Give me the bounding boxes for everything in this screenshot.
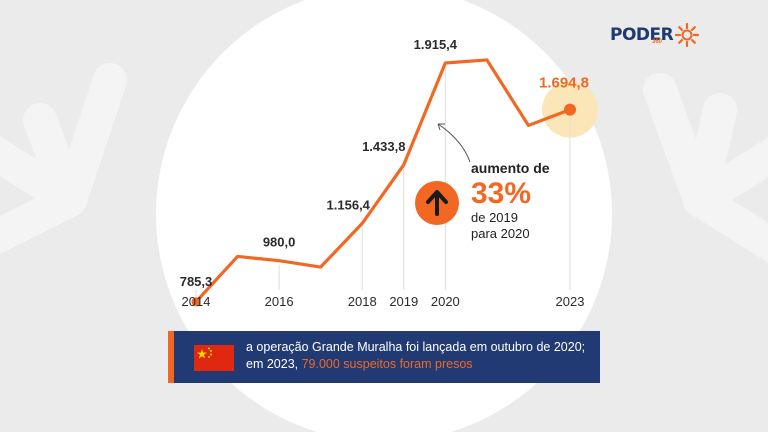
data-label-2020: 1.915,4 xyxy=(414,37,458,52)
china-flag-icon xyxy=(194,345,234,371)
logo-wordmark: PODER xyxy=(610,25,674,45)
annotation-value: 33% xyxy=(471,177,532,210)
data-label-2019: 1.433,8 xyxy=(362,139,405,154)
growth-annotation: aumento de 33% de 2019 para 2020 xyxy=(471,160,550,242)
annotation-arrowhead xyxy=(437,123,445,131)
annotation-arrow xyxy=(437,123,471,163)
annotation-line1: aumento de xyxy=(471,160,550,176)
banner-text: a operação Grande Muralha foi lançada em… xyxy=(246,339,586,373)
data-label-2014: 785,3 xyxy=(180,274,213,289)
annotation-line2: de 2019 xyxy=(471,210,518,225)
x-tick-2023: 2023 xyxy=(556,294,585,309)
data-label-2016: 980,0 xyxy=(263,235,296,250)
background-circle xyxy=(156,0,612,432)
info-banner: a operação Grande Muralha foi lançada em… xyxy=(168,331,600,383)
annotation-line3: para 2020 xyxy=(471,226,530,241)
x-tick-2014: 2014 xyxy=(182,294,211,309)
data-point-2023 xyxy=(564,103,576,116)
data-point-2014 xyxy=(191,297,201,307)
banner-text-highlight: 79.000 suspeitos foram presos xyxy=(301,357,473,371)
poder360-logo: PODER xyxy=(610,22,700,48)
x-tick-2019: 2019 xyxy=(389,294,418,309)
x-tick-2018: 2018 xyxy=(348,294,377,309)
logo-number: 360 xyxy=(652,39,663,45)
banner-accent-bar xyxy=(168,331,174,383)
data-label-2023: 1.694,8 xyxy=(539,75,589,92)
arrow-up-icon xyxy=(426,190,448,216)
background-rays xyxy=(0,63,768,263)
x-tick-2020: 2020 xyxy=(431,294,460,309)
sun-icon xyxy=(675,22,700,48)
banner-text-main: a operação Grande Muralha foi lançada em… xyxy=(246,340,586,371)
data-label-2018: 1.156,4 xyxy=(327,197,371,212)
x-tick-2016: 2016 xyxy=(265,294,294,309)
series-line xyxy=(194,58,572,304)
